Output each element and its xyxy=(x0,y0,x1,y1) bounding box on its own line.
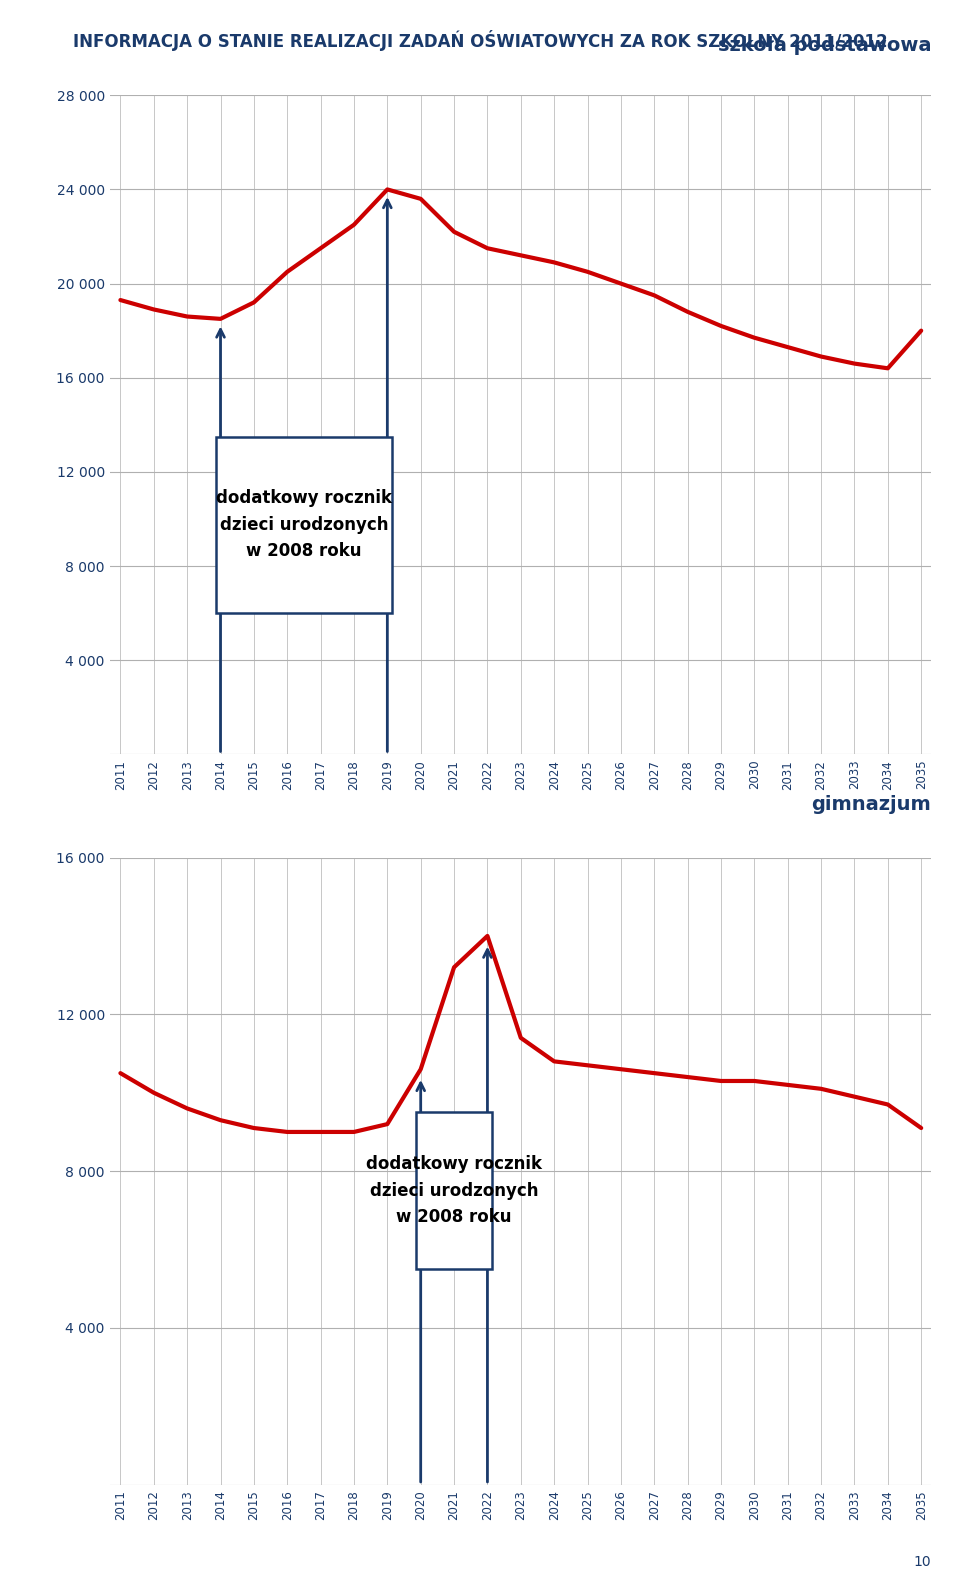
Text: dodatkowy rocznik
dzieci urodzonych
w 2008 roku: dodatkowy rocznik dzieci urodzonych w 20… xyxy=(216,489,392,561)
Bar xyxy=(215,437,393,613)
Text: szkoła podstawowa: szkoła podstawowa xyxy=(718,37,931,56)
Text: dodatkowy rocznik
dzieci urodzonych
w 2008 roku: dodatkowy rocznik dzieci urodzonych w 20… xyxy=(366,1156,542,1226)
Text: gimnazjum: gimnazjum xyxy=(811,794,931,813)
Bar xyxy=(416,1112,492,1269)
Text: 10: 10 xyxy=(914,1555,931,1569)
Text: INFORMACJA O STANIE REALIZACJI ZADAŃ OŚWIATOWYCH ZA ROK SZKOLNY 2011/2012: INFORMACJA O STANIE REALIZACJI ZADAŃ OŚW… xyxy=(73,30,887,51)
